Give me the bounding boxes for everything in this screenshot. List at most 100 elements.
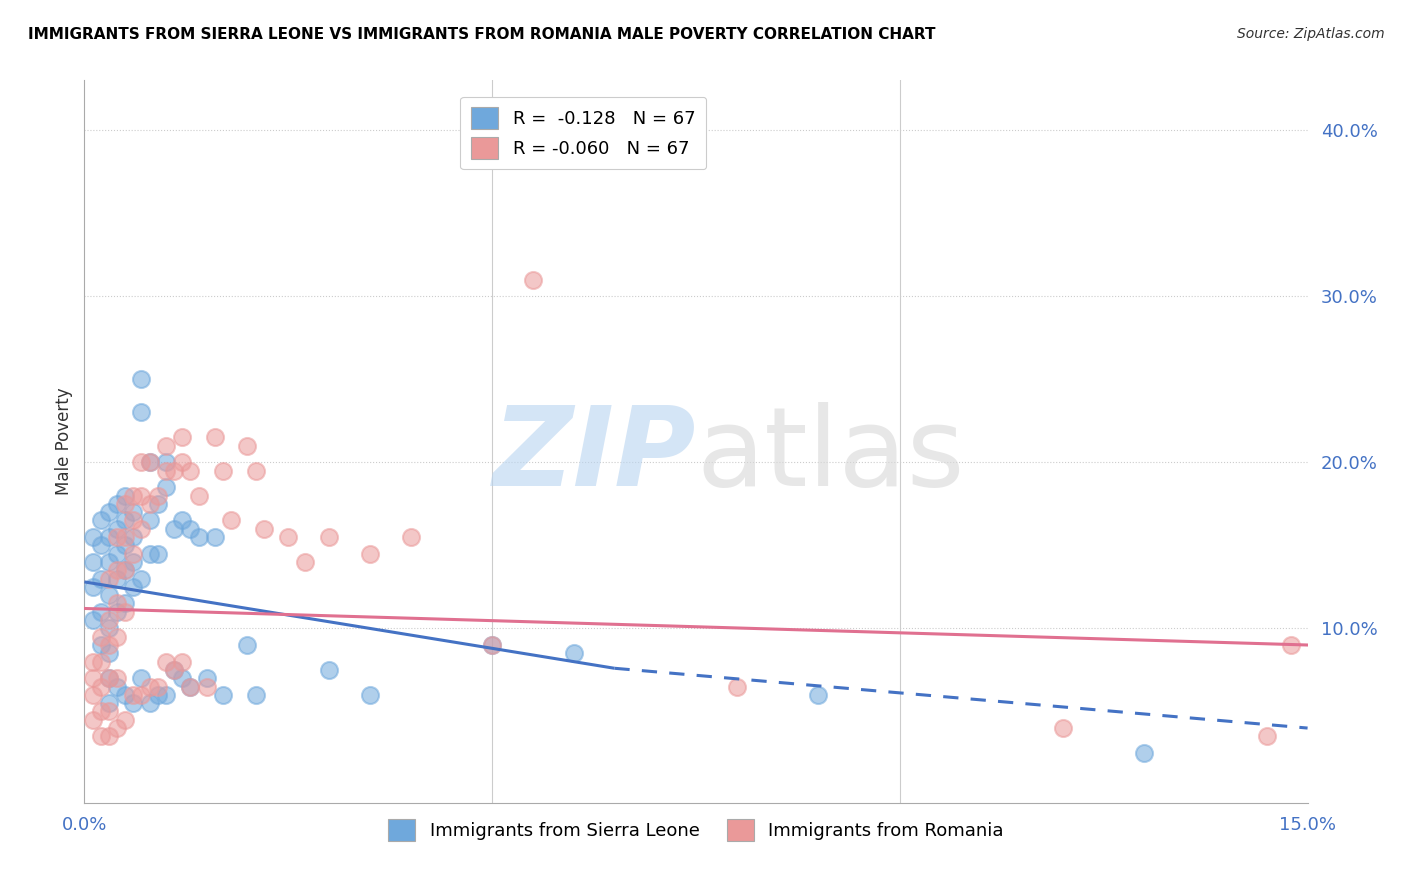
Point	[245, 688, 267, 702]
Point	[114, 497, 136, 511]
Point	[138, 455, 160, 469]
Point	[90, 513, 112, 527]
Point	[105, 522, 128, 536]
Point	[187, 489, 209, 503]
Point	[97, 671, 120, 685]
Point	[131, 489, 153, 503]
Point	[105, 497, 128, 511]
Point	[90, 572, 112, 586]
Point	[179, 522, 201, 536]
Point	[163, 522, 186, 536]
Point	[155, 464, 177, 478]
Point	[122, 489, 145, 503]
Point	[236, 638, 259, 652]
Point	[1052, 721, 1074, 735]
Point	[82, 655, 104, 669]
Point	[114, 605, 136, 619]
Point	[97, 621, 120, 635]
Point	[105, 547, 128, 561]
Point	[725, 680, 748, 694]
Point	[212, 688, 235, 702]
Point	[155, 455, 177, 469]
Point	[131, 671, 153, 685]
Point	[155, 655, 177, 669]
Point	[105, 563, 128, 577]
Point	[212, 464, 235, 478]
Point	[172, 513, 194, 527]
Point	[131, 522, 153, 536]
Point	[146, 547, 169, 561]
Point	[253, 522, 276, 536]
Point	[1133, 746, 1156, 760]
Point	[179, 680, 201, 694]
Point	[146, 688, 169, 702]
Point	[82, 671, 104, 685]
Point	[155, 480, 177, 494]
Point	[122, 580, 145, 594]
Point	[122, 513, 145, 527]
Point	[172, 671, 194, 685]
Point	[105, 605, 128, 619]
Point	[97, 696, 120, 710]
Point	[90, 655, 112, 669]
Point	[82, 688, 104, 702]
Point	[114, 538, 136, 552]
Point	[163, 663, 186, 677]
Point	[97, 555, 120, 569]
Point	[90, 638, 112, 652]
Point	[97, 572, 120, 586]
Point	[294, 555, 316, 569]
Point	[163, 464, 186, 478]
Point	[97, 638, 120, 652]
Point	[114, 530, 136, 544]
Point	[131, 372, 153, 386]
Point	[105, 680, 128, 694]
Text: ZIP: ZIP	[492, 402, 696, 509]
Point	[318, 663, 340, 677]
Point	[82, 530, 104, 544]
Point	[105, 671, 128, 685]
Point	[97, 588, 120, 602]
Point	[97, 530, 120, 544]
Point	[399, 530, 422, 544]
Point	[97, 671, 120, 685]
Point	[97, 646, 120, 660]
Point	[122, 547, 145, 561]
Point	[236, 439, 259, 453]
Point	[138, 696, 160, 710]
Point	[105, 597, 128, 611]
Point	[105, 630, 128, 644]
Point	[179, 680, 201, 694]
Point	[146, 680, 169, 694]
Legend: Immigrants from Sierra Leone, Immigrants from Romania: Immigrants from Sierra Leone, Immigrants…	[381, 812, 1011, 848]
Point	[245, 464, 267, 478]
Point	[138, 455, 160, 469]
Point	[138, 680, 160, 694]
Point	[807, 688, 830, 702]
Point	[122, 505, 145, 519]
Point	[97, 505, 120, 519]
Point	[138, 547, 160, 561]
Point	[172, 655, 194, 669]
Y-axis label: Male Poverty: Male Poverty	[55, 388, 73, 495]
Point	[122, 696, 145, 710]
Point	[97, 613, 120, 627]
Point	[481, 638, 503, 652]
Point	[1256, 730, 1278, 744]
Point	[195, 671, 218, 685]
Point	[90, 630, 112, 644]
Point	[204, 530, 226, 544]
Point	[105, 530, 128, 544]
Point	[114, 513, 136, 527]
Point	[195, 680, 218, 694]
Point	[172, 430, 194, 444]
Point	[277, 530, 299, 544]
Point	[114, 563, 136, 577]
Point	[114, 489, 136, 503]
Point	[179, 464, 201, 478]
Point	[146, 497, 169, 511]
Point	[90, 705, 112, 719]
Point	[172, 455, 194, 469]
Point	[359, 547, 381, 561]
Point	[122, 688, 145, 702]
